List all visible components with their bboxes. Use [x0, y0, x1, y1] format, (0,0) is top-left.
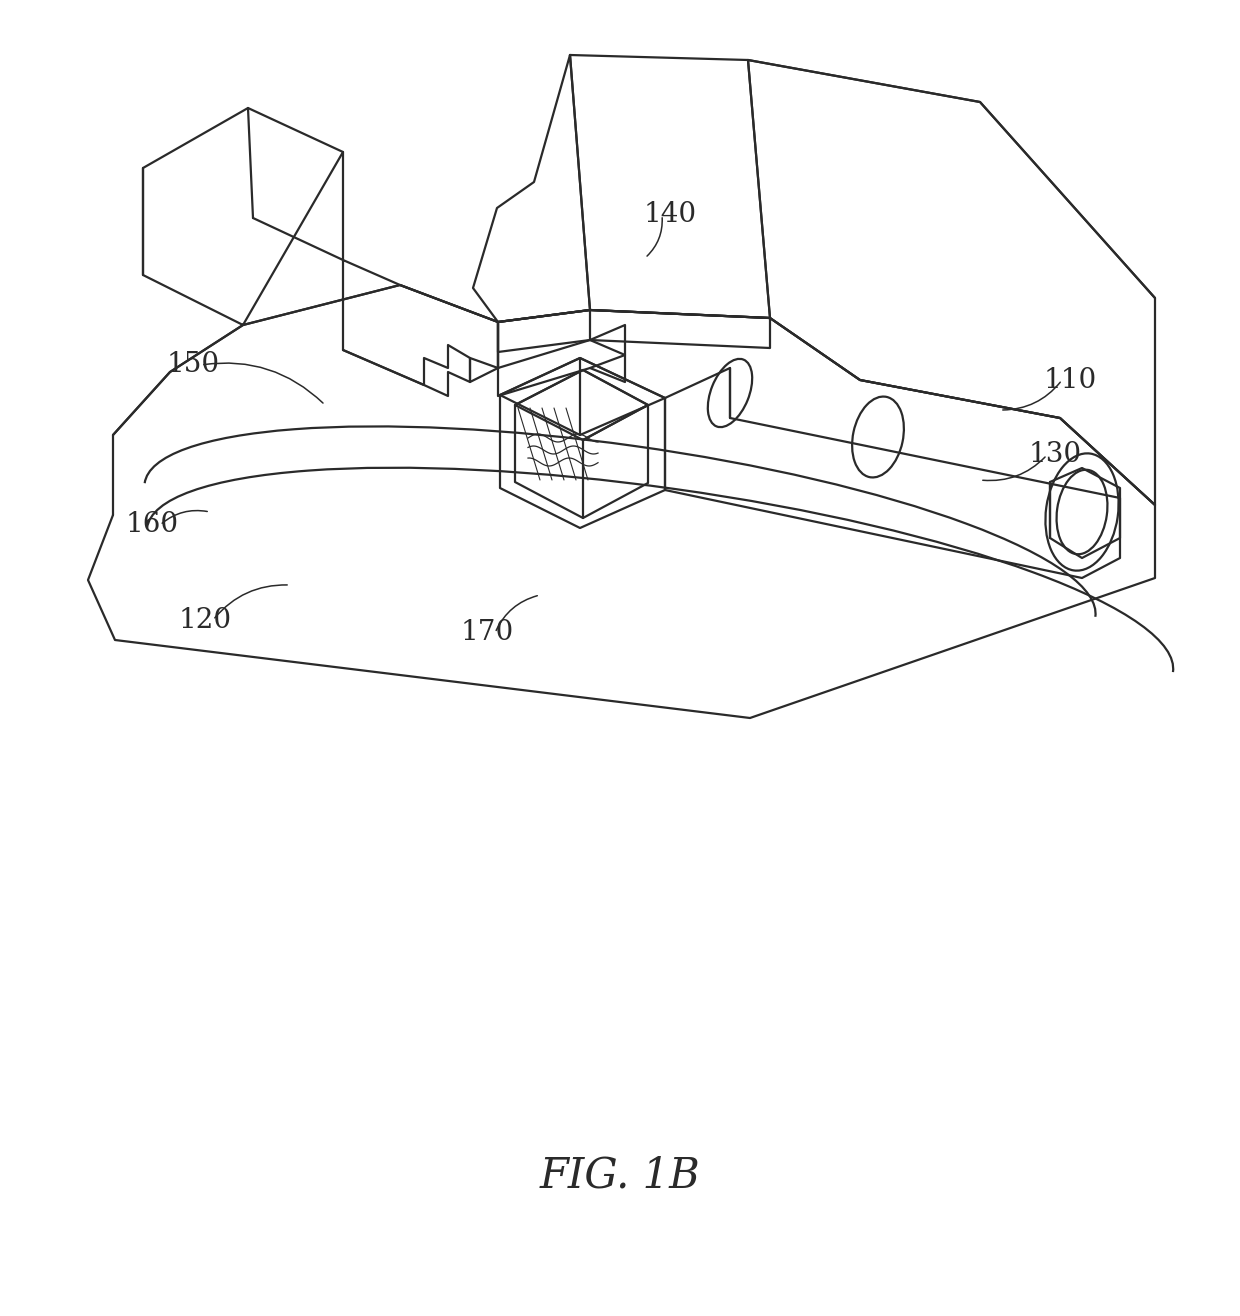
Text: 170: 170 [460, 620, 513, 646]
Text: 120: 120 [179, 607, 232, 633]
Text: 140: 140 [644, 201, 697, 229]
Text: FIG. 1B: FIG. 1B [539, 1154, 701, 1196]
Text: 110: 110 [1043, 366, 1096, 393]
Text: 130: 130 [1028, 441, 1081, 468]
Text: 160: 160 [125, 512, 179, 538]
Text: 150: 150 [166, 351, 219, 379]
